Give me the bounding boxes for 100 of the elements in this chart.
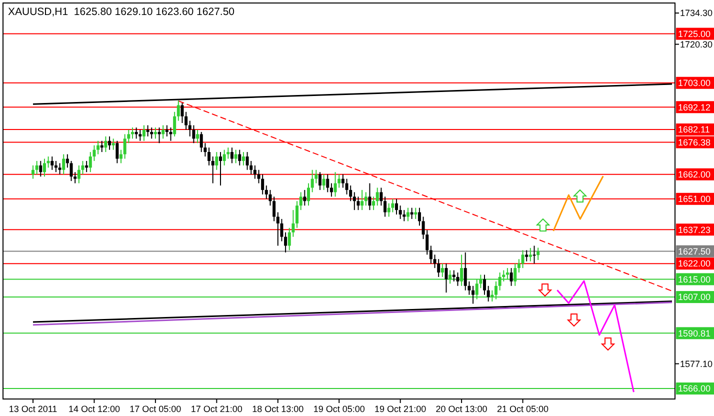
candlestick: [528, 247, 532, 262]
candlestick: [444, 263, 448, 294]
candlestick: [525, 250, 528, 262]
candlestick: [272, 196, 276, 222]
candlestick: [326, 174, 330, 193]
candlestick: [66, 154, 69, 168]
candlestick: [483, 274, 486, 296]
candlestick: [536, 247, 540, 261]
x-tick-label: 17 Oct 21:00: [190, 404, 242, 414]
candlestick: [104, 136, 108, 153]
candlestick: [146, 124, 150, 137]
ref-line-label: 1637.23: [678, 224, 711, 235]
x-tick-label: 20 Oct 13:00: [436, 404, 488, 414]
candlestick: [162, 124, 165, 140]
line-series: [556, 280, 634, 393]
candlestick: [310, 169, 314, 193]
candlestick: [429, 245, 432, 264]
candlestick: [142, 124, 146, 142]
x-tick-label: 14 Oct 12:00: [68, 404, 120, 414]
ref-line-label: 1622.00: [678, 258, 711, 269]
candlestick: [230, 147, 234, 164]
line-series: [552, 175, 604, 232]
candlestick: [510, 268, 513, 286]
ref-line-label: 1566.00: [678, 384, 711, 394]
candlestick: [253, 164, 256, 180]
candlestick: [276, 212, 280, 246]
ref-line-label: 1615.00: [678, 274, 711, 284]
candlestick: [108, 136, 112, 150]
candlestick: [376, 187, 379, 206]
candlestick: [176, 100, 180, 122]
candlestick: [165, 124, 168, 137]
candlestick: [464, 252, 467, 291]
y-tick-label: 1734.30: [680, 8, 713, 18]
candlestick: [284, 232, 288, 253]
candlestick: [387, 202, 390, 218]
candlestick: [58, 162, 62, 175]
candlestick: [352, 192, 356, 211]
x-tick-label: 19 Oct 21:00: [374, 404, 426, 414]
candlestick: [322, 174, 326, 190]
candlestick: [173, 111, 176, 137]
ref-line-label: 1692.12: [678, 102, 711, 112]
x-tick-label: 13 Oct 2011: [8, 404, 58, 414]
candlestick: [364, 192, 368, 206]
candlestick: [299, 192, 302, 211]
ref-line-label: 1662.00: [678, 169, 711, 180]
candlestick: [35, 160, 38, 175]
candlestick: [218, 152, 222, 186]
candlestick: [398, 205, 402, 220]
ref-line-label: 1682.11: [678, 124, 710, 135]
y-tick-label: 1720.30: [680, 39, 713, 50]
candlestick: [112, 138, 115, 150]
candlestick: [200, 131, 203, 153]
candlestick: [303, 189, 306, 206]
candlestick: [42, 158, 46, 178]
candlestick: [184, 111, 188, 130]
candlestick: [517, 258, 520, 274]
chart-title: XAUUSD,H1 1625.80 1629.10 1623.60 1627.50: [8, 6, 235, 18]
ref-line-label: 1651.00: [678, 194, 711, 204]
ref-line-label: 1725.00: [678, 28, 711, 39]
ref-line-label: 1627.50: [678, 246, 711, 256]
x-tick-label: 19 Oct 05:00: [313, 404, 365, 414]
candlestick: [211, 156, 214, 184]
x-tick-label: 21 Oct 05:00: [497, 404, 549, 414]
candlestick: [456, 272, 460, 286]
candlestick: [180, 102, 184, 124]
ref-line-label: 1703.00: [678, 78, 711, 88]
candlestick: [452, 270, 456, 282]
candlestick: [418, 207, 421, 226]
candlestick: [39, 160, 42, 178]
y-tick-label: 1577.10: [680, 358, 713, 369]
candlestick: [296, 200, 299, 228]
candlestick: [395, 198, 398, 215]
candlestick: [521, 250, 524, 269]
candlestick: [222, 149, 226, 166]
candlestick: [360, 189, 364, 211]
candlestick: [208, 147, 211, 166]
candlestick: [192, 124, 196, 144]
candlestick: [384, 196, 387, 218]
candlestick: [380, 187, 383, 206]
candlestick: [96, 140, 100, 155]
candlestick: [246, 152, 249, 170]
candlestick: [242, 152, 245, 166]
candlestick: [123, 134, 126, 160]
candlestick: [330, 182, 333, 198]
candlestick: [77, 164, 80, 184]
candlestick: [356, 196, 360, 211]
x-tick-label: 18 Oct 13:00: [252, 404, 304, 414]
candlestick: [196, 129, 200, 144]
candlestick: [318, 172, 322, 190]
candlestick: [238, 149, 242, 166]
candlestick: [50, 156, 54, 170]
candlestick: [268, 189, 272, 206]
candlestick: [391, 198, 394, 213]
candlestick: [341, 174, 344, 188]
x-tick-label: 17 Oct 05:00: [130, 404, 182, 414]
candlestick: [532, 245, 536, 264]
candlestick: [472, 285, 475, 304]
ref-line-label: 1607.00: [678, 292, 711, 302]
candlestick: [368, 182, 372, 211]
candlestick: [486, 285, 490, 302]
